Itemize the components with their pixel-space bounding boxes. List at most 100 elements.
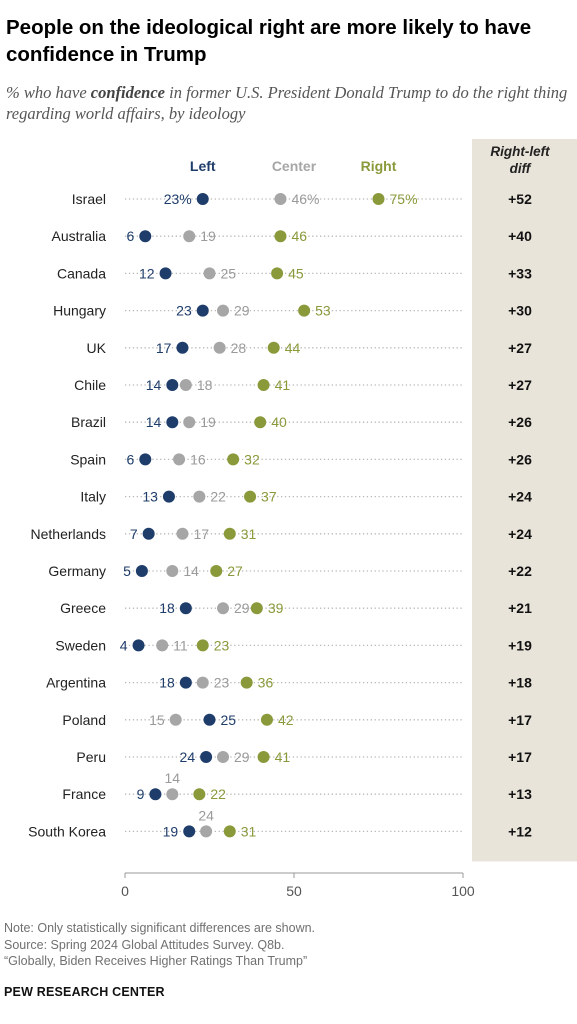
brand-name: PEW RESEARCH CENTER bbox=[4, 985, 165, 999]
right-value-label: 41 bbox=[275, 377, 291, 393]
left-value-label: 4 bbox=[120, 637, 128, 653]
left-value-label: 13 bbox=[142, 489, 158, 505]
left-value-label: 14 bbox=[146, 377, 162, 393]
country-label: Spain bbox=[70, 451, 106, 467]
left-value-label: 12 bbox=[139, 265, 155, 281]
chart-subtitle: % who have confidence in former U.S. Pre… bbox=[6, 83, 568, 123]
left-value-label: 18 bbox=[159, 675, 175, 691]
right-value-label: 22 bbox=[210, 786, 226, 802]
right-dot bbox=[227, 453, 240, 466]
right-dot bbox=[274, 230, 287, 243]
center-dot bbox=[193, 490, 206, 503]
center-value-label: 46% bbox=[291, 191, 319, 207]
note-line: Note: Only statistically significant dif… bbox=[4, 921, 316, 935]
center-value-label: 25 bbox=[221, 265, 237, 281]
diff-value: +27 bbox=[508, 377, 532, 393]
center-dot bbox=[176, 527, 189, 540]
right-value-label: 53 bbox=[315, 303, 331, 319]
diff-value: +26 bbox=[508, 414, 532, 430]
country-label: Argentina bbox=[46, 675, 106, 691]
center-value-label: 22 bbox=[210, 489, 226, 505]
right-value-label: 27 bbox=[227, 563, 243, 579]
left-value-label: 9 bbox=[137, 786, 145, 802]
right-dot bbox=[260, 713, 273, 726]
left-value-label: 14 bbox=[146, 414, 162, 430]
right-value-label: 32 bbox=[244, 451, 260, 467]
diff-value: +18 bbox=[508, 675, 532, 691]
center-value-label: 19 bbox=[200, 414, 216, 430]
source-line: Source: Spring 2024 Global Attitudes Sur… bbox=[4, 937, 285, 952]
right-value-label: 31 bbox=[241, 823, 257, 839]
diff-header-line-2: diff bbox=[510, 161, 532, 176]
chart-title: People on the ideological right are more… bbox=[6, 16, 532, 66]
right-value-label: 41 bbox=[275, 749, 291, 765]
center-value-label: 29 bbox=[234, 600, 250, 616]
center-dot bbox=[196, 676, 209, 689]
right-dot bbox=[240, 676, 253, 689]
center-dot bbox=[183, 230, 196, 243]
left-value-label: 7 bbox=[130, 526, 138, 542]
center-dot bbox=[166, 565, 179, 577]
right-dot bbox=[223, 527, 236, 540]
country-label: Hungary bbox=[53, 303, 106, 319]
left-value-label: 5 bbox=[123, 563, 131, 579]
center-dot bbox=[169, 713, 182, 726]
diff-value: +12 bbox=[508, 823, 532, 839]
left-dot bbox=[179, 676, 192, 689]
center-dot bbox=[200, 825, 213, 838]
center-dot bbox=[203, 267, 216, 280]
report-title-line: “Globally, Biden Receives Higher Ratings… bbox=[4, 954, 308, 968]
center-value-label: 23 bbox=[214, 675, 230, 691]
country-label: Canada bbox=[57, 265, 106, 281]
left-dot bbox=[159, 267, 172, 280]
diff-value: +21 bbox=[508, 600, 532, 616]
center-dot bbox=[217, 304, 230, 317]
right-value-label: 75% bbox=[390, 191, 418, 207]
right-dot bbox=[257, 379, 270, 391]
right-dot bbox=[193, 788, 206, 801]
left-dot bbox=[139, 230, 152, 243]
right-value-label: 36 bbox=[258, 675, 274, 691]
center-value-label: 18 bbox=[197, 377, 213, 393]
right-dot bbox=[250, 602, 263, 615]
country-label: UK bbox=[87, 340, 107, 356]
right-value-label: 46 bbox=[291, 228, 307, 244]
left-dot bbox=[200, 751, 213, 763]
center-dot bbox=[166, 788, 179, 801]
right-dot bbox=[223, 825, 236, 838]
chart-notes: Note: Only statistically significant dif… bbox=[4, 920, 564, 970]
right-dot bbox=[298, 304, 311, 317]
right-dot bbox=[267, 341, 280, 354]
right-dot bbox=[244, 490, 257, 503]
diff-value: +33 bbox=[508, 265, 532, 281]
right-dot bbox=[372, 193, 385, 205]
center-dot bbox=[156, 639, 169, 652]
diff-value: +52 bbox=[508, 191, 532, 207]
country-label: Germany bbox=[48, 563, 106, 579]
center-value-label: 17 bbox=[193, 526, 209, 542]
right-dot bbox=[257, 751, 270, 763]
left-dot bbox=[162, 490, 175, 503]
country-label: Poland bbox=[62, 712, 106, 728]
center-dot bbox=[179, 379, 192, 391]
x-tick-label: 50 bbox=[286, 883, 302, 899]
country-label: Greece bbox=[60, 600, 106, 616]
center-value-label: 28 bbox=[231, 340, 247, 356]
right-value-label: 45 bbox=[288, 265, 304, 281]
left-value-label: 18 bbox=[159, 600, 175, 616]
left-dot bbox=[135, 565, 148, 577]
x-tick-label: 100 bbox=[451, 883, 475, 899]
country-label: Israel bbox=[72, 191, 106, 207]
left-dot bbox=[166, 416, 179, 429]
left-value-label: 25 bbox=[221, 712, 237, 728]
left-value-label: 6 bbox=[126, 451, 134, 467]
diff-value: +17 bbox=[508, 749, 532, 765]
left-value-label: 17 bbox=[156, 340, 172, 356]
country-label: Peru bbox=[76, 749, 106, 765]
diff-value: +22 bbox=[508, 563, 532, 579]
country-label: Italy bbox=[80, 489, 106, 505]
right-value-label: 40 bbox=[271, 414, 287, 430]
left-dot bbox=[132, 639, 145, 652]
center-value-label: 19 bbox=[200, 228, 216, 244]
